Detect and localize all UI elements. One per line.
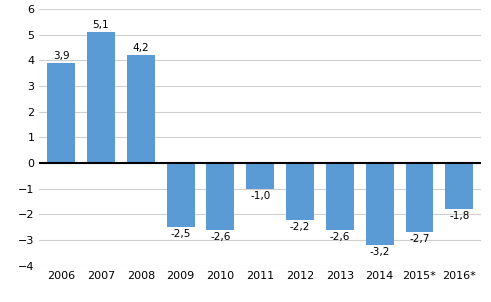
Bar (127, 55, 155, 163)
Bar (207, 163, 234, 230)
Text: 5,1: 5,1 (93, 20, 109, 30)
Bar (326, 163, 354, 230)
Bar (366, 163, 394, 245)
Text: -3,2: -3,2 (369, 247, 390, 257)
Text: -1,0: -1,0 (250, 191, 271, 201)
Text: 3,9: 3,9 (53, 51, 70, 61)
Text: -2,6: -2,6 (210, 232, 231, 242)
Text: -1,8: -1,8 (449, 211, 469, 221)
Text: -2,6: -2,6 (329, 232, 350, 242)
Bar (406, 163, 434, 233)
Text: -2,5: -2,5 (170, 229, 191, 239)
Bar (445, 163, 473, 209)
Text: -2,2: -2,2 (290, 222, 310, 232)
Bar (246, 163, 274, 189)
Bar (286, 163, 314, 220)
Bar (47, 63, 75, 163)
Text: -2,7: -2,7 (409, 234, 430, 244)
Bar (87, 32, 115, 163)
Text: 4,2: 4,2 (133, 43, 149, 53)
Bar (166, 163, 194, 227)
